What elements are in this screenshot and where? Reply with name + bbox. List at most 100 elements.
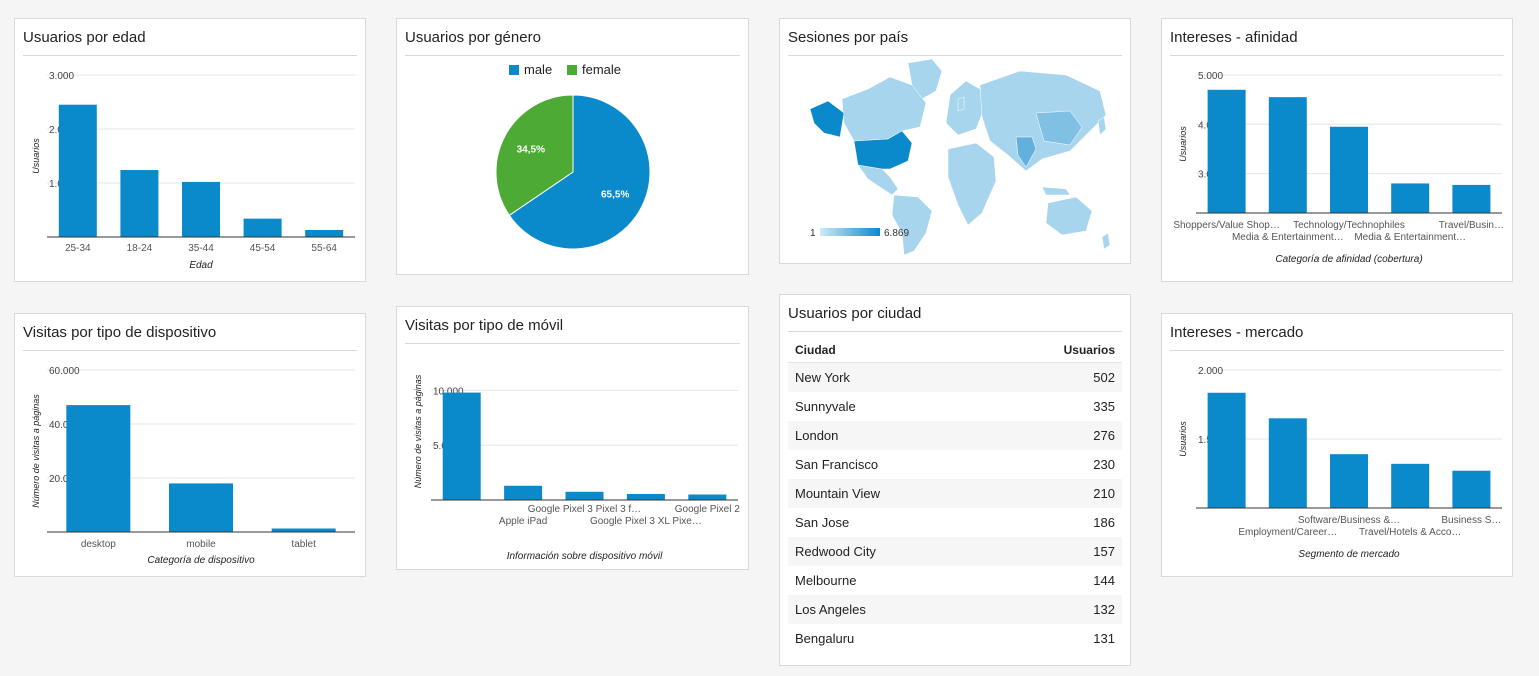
- city-name: San Francisco: [795, 457, 879, 472]
- map-japan: [1097, 116, 1107, 136]
- city-name: Redwood City: [795, 544, 876, 559]
- x-tick-label: tablet: [291, 539, 316, 550]
- map-legend-min: 1: [810, 228, 816, 239]
- bar[interactable]: [442, 392, 481, 500]
- card-usuarios-por-edad: Usuarios por edad 3.0002.0001.00025-3418…: [14, 18, 366, 282]
- world-map[interactable]: 1 6.869: [780, 19, 1132, 265]
- map-new-zealand: [1101, 232, 1111, 250]
- bar[interactable]: [1268, 418, 1307, 508]
- bar[interactable]: [1391, 463, 1430, 508]
- gender-pie-chart: male female 65,5% 34,5%: [495, 62, 651, 250]
- bar[interactable]: [1452, 184, 1491, 213]
- divider: [788, 331, 1122, 332]
- card-title: Intereses - afinidad: [1170, 29, 1298, 46]
- table-row[interactable]: Melbourne 144: [788, 566, 1122, 595]
- table-row[interactable]: Bengaluru 131: [788, 624, 1122, 653]
- table-row[interactable]: San Jose 186: [788, 508, 1122, 537]
- bar[interactable]: [1452, 470, 1491, 508]
- card-intereses-afinidad: Intereses - afinidad 5.0004.0003.000Shop…: [1161, 18, 1513, 282]
- table-header: Ciudad Usuarios: [788, 337, 1122, 363]
- bar[interactable]: [58, 104, 97, 237]
- card-title: Usuarios por edad: [23, 29, 146, 46]
- city-name: Mountain View: [795, 486, 881, 501]
- x-tick-label: Travel/Hotels & Acco…: [1359, 527, 1461, 538]
- bar[interactable]: [120, 170, 159, 237]
- y-axis-title: Número de visitas a páginas: [413, 374, 423, 488]
- map-highlights: [809, 100, 1083, 170]
- bar[interactable]: [271, 528, 336, 532]
- y-tick-label: 20.000: [49, 474, 80, 485]
- map-south-america: [891, 194, 933, 256]
- x-tick-label: desktop: [81, 539, 116, 550]
- bar[interactable]: [626, 493, 665, 500]
- y-axis-title: Usuarios: [1178, 421, 1188, 457]
- city-users: 230: [1093, 457, 1115, 472]
- city-users: 131: [1093, 631, 1115, 646]
- table-row[interactable]: London 276: [788, 421, 1122, 450]
- bar[interactable]: [1391, 183, 1430, 213]
- pie-legend: male female: [509, 62, 621, 77]
- x-tick-label: 18-24: [127, 243, 153, 254]
- bar[interactable]: [1207, 392, 1246, 508]
- column-header-city[interactable]: Ciudad: [795, 342, 836, 357]
- x-tick-label: mobile: [186, 539, 216, 550]
- table-row[interactable]: Sunnyvale 335: [788, 392, 1122, 421]
- map-europe: [945, 80, 985, 136]
- bar[interactable]: [1268, 97, 1307, 213]
- map-legend-gradient: [820, 228, 880, 236]
- bar[interactable]: [1207, 89, 1246, 213]
- column-header-users[interactable]: Usuarios: [1063, 342, 1115, 357]
- bar[interactable]: [688, 494, 727, 500]
- divider: [23, 350, 357, 351]
- bar[interactable]: [305, 229, 344, 237]
- city-users: 157: [1093, 544, 1115, 559]
- city-users: 276: [1093, 428, 1115, 443]
- table-row[interactable]: Redwood City 157: [788, 537, 1122, 566]
- table-body: New York 502 Sunnyvale 335 London 276 San Fran…: [788, 363, 1122, 653]
- table-row[interactable]: Mountain View 210: [788, 479, 1122, 508]
- bar[interactable]: [243, 218, 282, 237]
- map-china: [1035, 110, 1083, 146]
- map-legend: 1 6.869: [810, 228, 909, 239]
- bar[interactable]: [169, 483, 233, 532]
- city-users: 210: [1093, 486, 1115, 501]
- pie-slice[interactable]: [495, 94, 574, 216]
- card-sesiones-por-pais: Sesiones por país: [779, 18, 1131, 264]
- x-tick-label: 25-34: [65, 243, 91, 254]
- card-title: Visitas por tipo de dispositivo: [23, 324, 217, 341]
- x-tick-label: Business S…: [1441, 515, 1501, 526]
- city-table: Ciudad Usuarios New York 502 Sunnyvale 335 L…: [788, 337, 1122, 653]
- bar[interactable]: [182, 181, 220, 237]
- card-title: Sesiones por país: [788, 29, 909, 46]
- pie-data-label: 34,5%: [517, 145, 545, 156]
- y-tick-label: 3.000: [49, 71, 74, 82]
- pie-slice[interactable]: [508, 94, 651, 250]
- map-alaska: [809, 100, 845, 138]
- market-bar-chart: 2.0001.500Employment/Career…Software/Bus…: [1178, 366, 1502, 560]
- bar[interactable]: [1330, 454, 1368, 508]
- bar[interactable]: [565, 491, 604, 500]
- bar[interactable]: [1330, 126, 1368, 213]
- card-visitas-por-movil: Visitas por tipo de móvil 10.0005.000App…: [396, 306, 749, 570]
- divider: [405, 55, 740, 56]
- city-users: 186: [1093, 515, 1115, 530]
- x-axis-title: Información sobre dispositivo móvil: [507, 551, 663, 562]
- x-tick-label: Shoppers/Value Shop…: [1173, 220, 1280, 231]
- bar[interactable]: [504, 485, 543, 500]
- bar[interactable]: [66, 405, 131, 532]
- table-row[interactable]: San Francisco 230: [788, 450, 1122, 479]
- city-name: Melbourne: [795, 573, 857, 588]
- city-name: Bengaluru: [795, 631, 855, 646]
- table-row[interactable]: New York 502: [788, 363, 1122, 392]
- device-bar-chart: 60.000 40.000 20.000 desktop mobile tablet Cat…: [31, 366, 355, 566]
- x-tick-label: Google Pixel 3 XL Pixe…: [590, 516, 702, 527]
- city-users: 144: [1093, 573, 1115, 588]
- card-usuarios-por-ciudad: Usuarios por ciudad Ciudad Usuarios New …: [779, 294, 1131, 666]
- map-central-america: [857, 164, 899, 196]
- city-users: 502: [1093, 370, 1115, 385]
- y-tick-label: 5.000: [1198, 71, 1223, 82]
- table-row[interactable]: Los Angeles 132: [788, 595, 1122, 624]
- map-canada: [841, 76, 927, 142]
- divider: [405, 343, 740, 344]
- y-tick-label: 40.000: [49, 420, 80, 431]
